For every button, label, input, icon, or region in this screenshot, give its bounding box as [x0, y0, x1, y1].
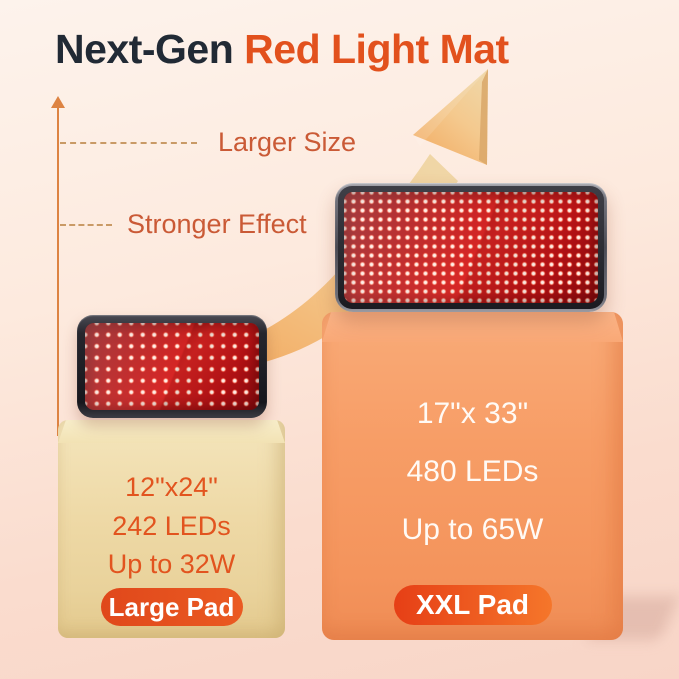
xxl-pad-power: Up to 65W [401, 513, 544, 546]
xxl-pad-badge: XXL Pad [393, 585, 552, 625]
dashed-tick-stronger-effect [60, 224, 112, 226]
large-pad-power: Up to 32W [107, 549, 236, 579]
large-pad-size: 12"x24" [125, 472, 218, 502]
xxl-pad-panel-gloss [344, 192, 598, 303]
larger-size-label: Larger Size [218, 127, 357, 157]
xxl-pad-info-box: 17"x 33" 480 LEDs Up to 65W XXL Pad [322, 312, 623, 640]
large-pad-info-box: 12"x24" 242 LEDs Up to 32W Large Pad [58, 420, 285, 638]
large-pad-led-panel [85, 323, 259, 410]
xxl-pad-led-panel [344, 192, 598, 303]
page-title: Next-Gen Red Light Mat [55, 26, 509, 73]
large-pad-device [77, 315, 267, 418]
xxl-pad-size: 17"x 33" [416, 397, 529, 430]
large-pad-box-top-face [58, 420, 285, 443]
xxl-pad-device [335, 183, 607, 312]
axis-vertical-line [57, 106, 59, 436]
xxl-pad-led-count: 480 LEDs [406, 455, 539, 488]
xxl-pad-box-top-face [322, 312, 623, 342]
large-pad-badge: Large Pad [100, 588, 243, 626]
title-highlight: Red Light Mat [244, 26, 509, 72]
large-pad-panel-gloss [85, 323, 259, 410]
axis-arrow-up-icon [51, 96, 65, 108]
large-pad-led-count: 242 LEDs [112, 511, 231, 541]
dashed-tick-larger-size [60, 142, 197, 144]
title-prefix: Next-Gen [55, 26, 245, 72]
stronger-effect-label: Stronger Effect [127, 209, 307, 239]
